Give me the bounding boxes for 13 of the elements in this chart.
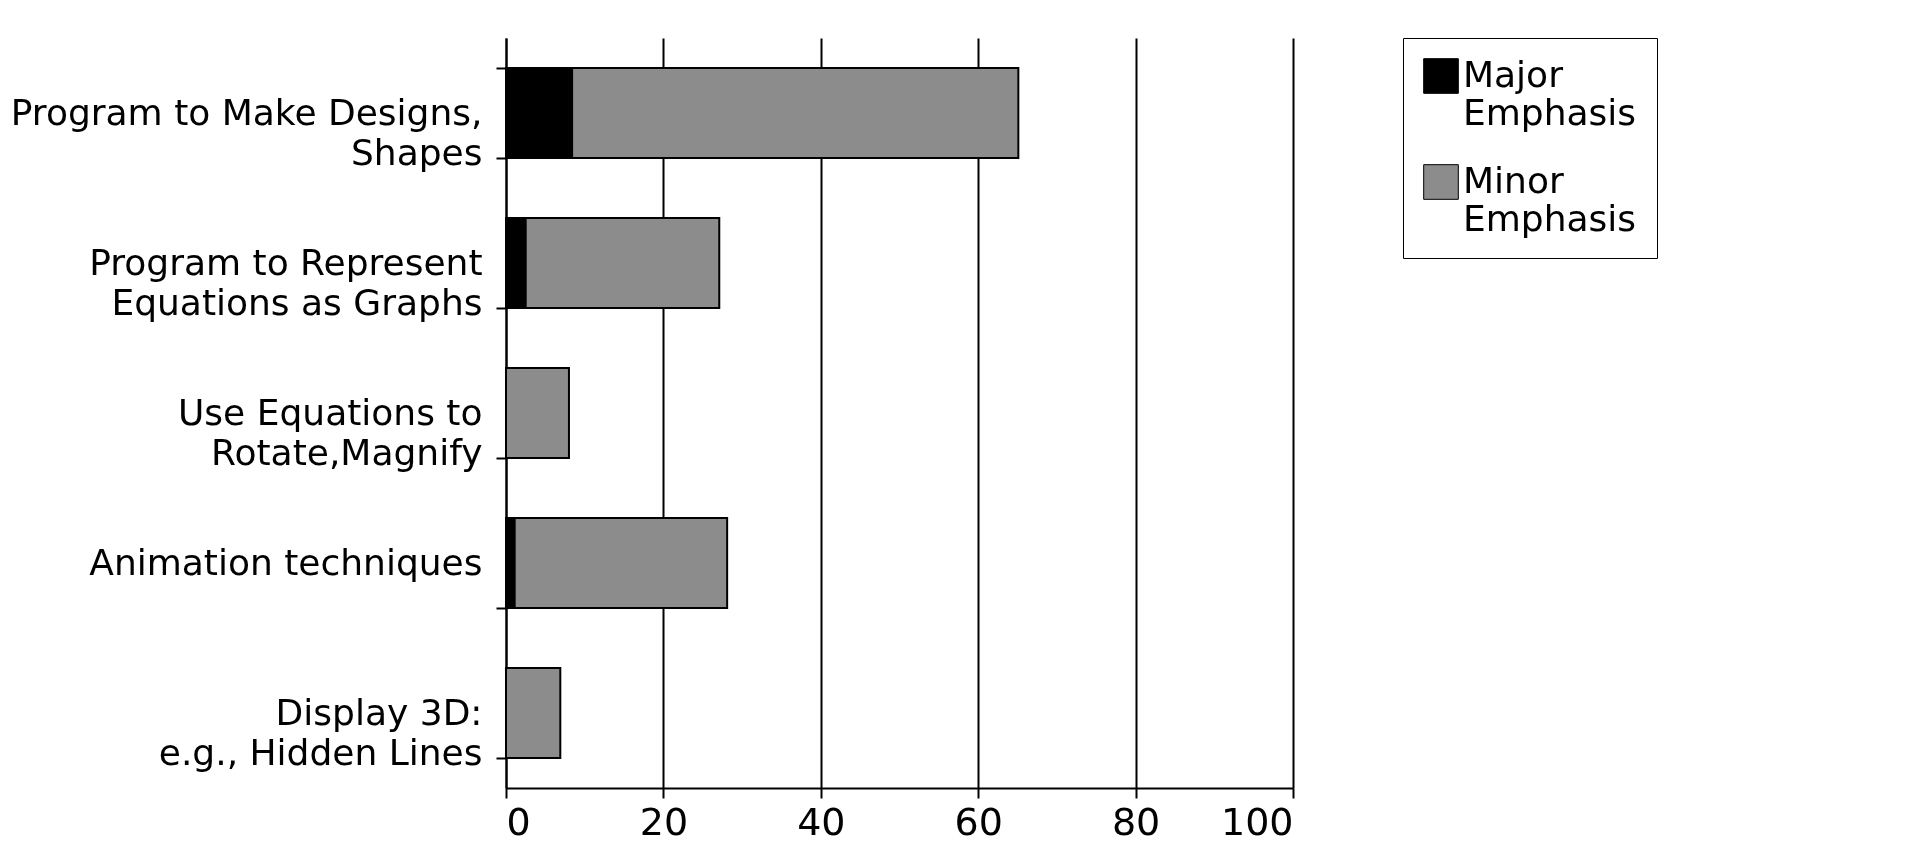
legend-label: Major Emphasis xyxy=(1463,54,1637,133)
y-tick-label: Use Equations to Rotate,Magnify xyxy=(178,391,483,473)
legend-label: Minor Emphasis xyxy=(1463,160,1637,239)
x-tick-label: 20 xyxy=(639,799,689,844)
y-tick-label: Program to Represent Equations as Graphs xyxy=(89,241,483,323)
x-tick-label: 0 xyxy=(506,799,531,844)
x-tick-label: 100 xyxy=(1220,799,1294,844)
y-tick-label: Program to Make Designs, Shapes xyxy=(10,91,483,173)
x-tick-label: 80 xyxy=(1111,799,1161,844)
x-tick-label: 40 xyxy=(797,799,846,844)
y-tick-label: Display 3D: e.g., Hidden Lines xyxy=(158,691,483,773)
x-tick-label: 60 xyxy=(954,799,1003,844)
y-tick-label: Animation techniques xyxy=(89,541,483,583)
